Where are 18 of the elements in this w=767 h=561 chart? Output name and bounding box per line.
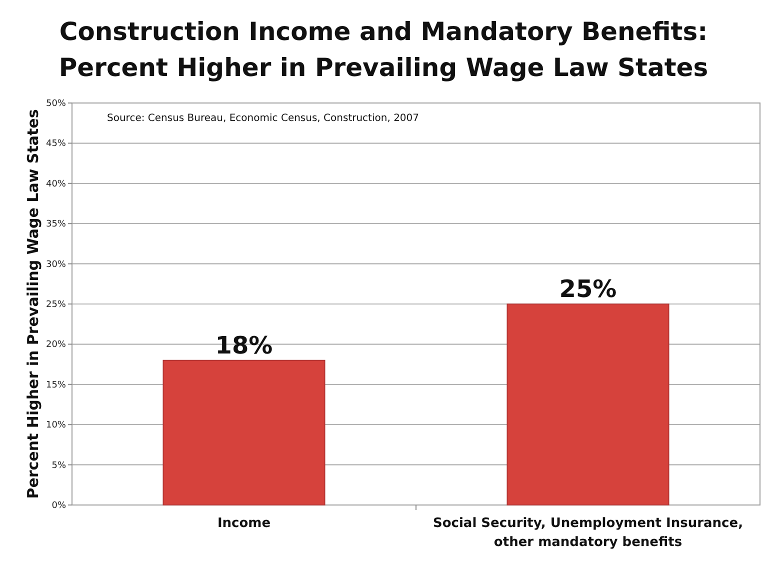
- x-tick-label: Social Security, Unemployment Insurance, other mandatory benefits: [432, 516, 744, 550]
- y-tick-label: 0%: [52, 501, 66, 511]
- y-tick-label: 40%: [46, 179, 66, 190]
- y-tick-label: 45%: [46, 139, 66, 150]
- y-tick-label: 35%: [46, 220, 66, 230]
- chart-title: Construction Income and Mandatory Benefits: Percent Higher in Prevailing Wage Law States: [58, 17, 708, 82]
- x-tick-label: Income: [217, 516, 271, 531]
- y-axis-title: Percent Higher in Prevailing Wage Law States: [24, 109, 42, 499]
- y-tick-label: 50%: [46, 99, 66, 109]
- y-tick-label: 20%: [46, 340, 66, 350]
- y-tick-label: 25%: [46, 300, 66, 310]
- data-label: 18%: [215, 331, 273, 360]
- data-label: 25%: [559, 275, 617, 303]
- y-tick-label: 10%: [46, 420, 66, 431]
- y-tick-label: 30%: [46, 260, 66, 270]
- y-tick-label: 5%: [52, 460, 66, 471]
- y-tick-label: 15%: [46, 380, 66, 390]
- annotation: Source: Census Bureau, Economic Census, Construction, 2007: [107, 113, 420, 124]
